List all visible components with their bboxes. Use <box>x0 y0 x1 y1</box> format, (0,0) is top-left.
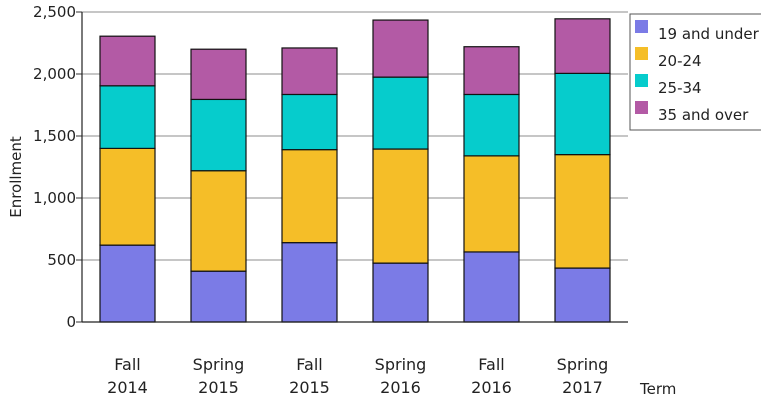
x-tick-label: Fall 2014 <box>107 355 148 397</box>
y-tick-label: 2,500 <box>33 3 76 21</box>
legend-label: 19 and under <box>658 25 760 43</box>
bar-segment <box>372 76 429 150</box>
bar-segment <box>190 48 247 101</box>
bar-segment <box>372 262 429 323</box>
bar-segment <box>463 155 520 253</box>
bar-segment <box>190 98 247 172</box>
x-tick-label: Spring 2015 <box>193 355 245 397</box>
bar-segment <box>554 18 611 74</box>
y-axis-title: Enrollment <box>7 136 25 218</box>
legend-label: 35 and over <box>658 106 749 124</box>
bar-segment <box>463 251 520 323</box>
bar-segment <box>463 93 520 157</box>
bar-segment <box>190 170 247 272</box>
x-tick-label: Fall 2016 <box>471 355 512 397</box>
x-axis-title: Term <box>639 380 676 398</box>
y-tick-label: 1,500 <box>33 127 76 145</box>
bar-segment <box>281 47 338 96</box>
legend: 19 and under 20-24 25-34 35 and over <box>629 13 761 131</box>
y-tick-labels: 0 500 1,000 1,500 2,000 2,500 <box>33 3 76 331</box>
axes <box>76 11 628 323</box>
y-tick-label: 1,000 <box>33 189 76 207</box>
bar-segment <box>190 270 247 323</box>
x-tick-label: Spring 2017 <box>557 355 609 397</box>
legend-swatch <box>635 74 648 87</box>
bar-segment <box>99 35 156 87</box>
bar-segment <box>372 19 429 78</box>
legend-label: 25-34 <box>658 79 702 97</box>
y-tick-label: 0 <box>66 313 76 331</box>
bar-segment <box>554 154 611 269</box>
y-tick-label: 500 <box>47 251 76 269</box>
bar-segment <box>281 242 338 323</box>
legend-swatch <box>635 101 648 114</box>
bar-segment <box>554 267 611 323</box>
x-tick-label: Spring 2016 <box>375 355 427 397</box>
bar-segment <box>372 148 429 264</box>
x-tick-labels: Fall 2014 Spring 2015 Fall 2015 Spring 2016 Fall… <box>107 355 608 397</box>
bar-segment <box>281 93 338 151</box>
legend-box <box>629 13 761 131</box>
legend-swatch <box>635 47 648 60</box>
bars <box>99 18 611 323</box>
bar-segment <box>99 147 156 246</box>
bar-segment <box>554 72 611 156</box>
legend-label: 20-24 <box>658 52 702 70</box>
bar-segment <box>99 85 156 149</box>
x-tick-label: Fall 2015 <box>289 355 330 397</box>
legend-swatch <box>635 20 648 33</box>
bar-segment <box>281 149 338 244</box>
bar-segment <box>99 244 156 323</box>
y-tick-label: 2,000 <box>33 65 76 83</box>
gridlines <box>82 11 628 261</box>
bar-segment <box>463 46 520 96</box>
